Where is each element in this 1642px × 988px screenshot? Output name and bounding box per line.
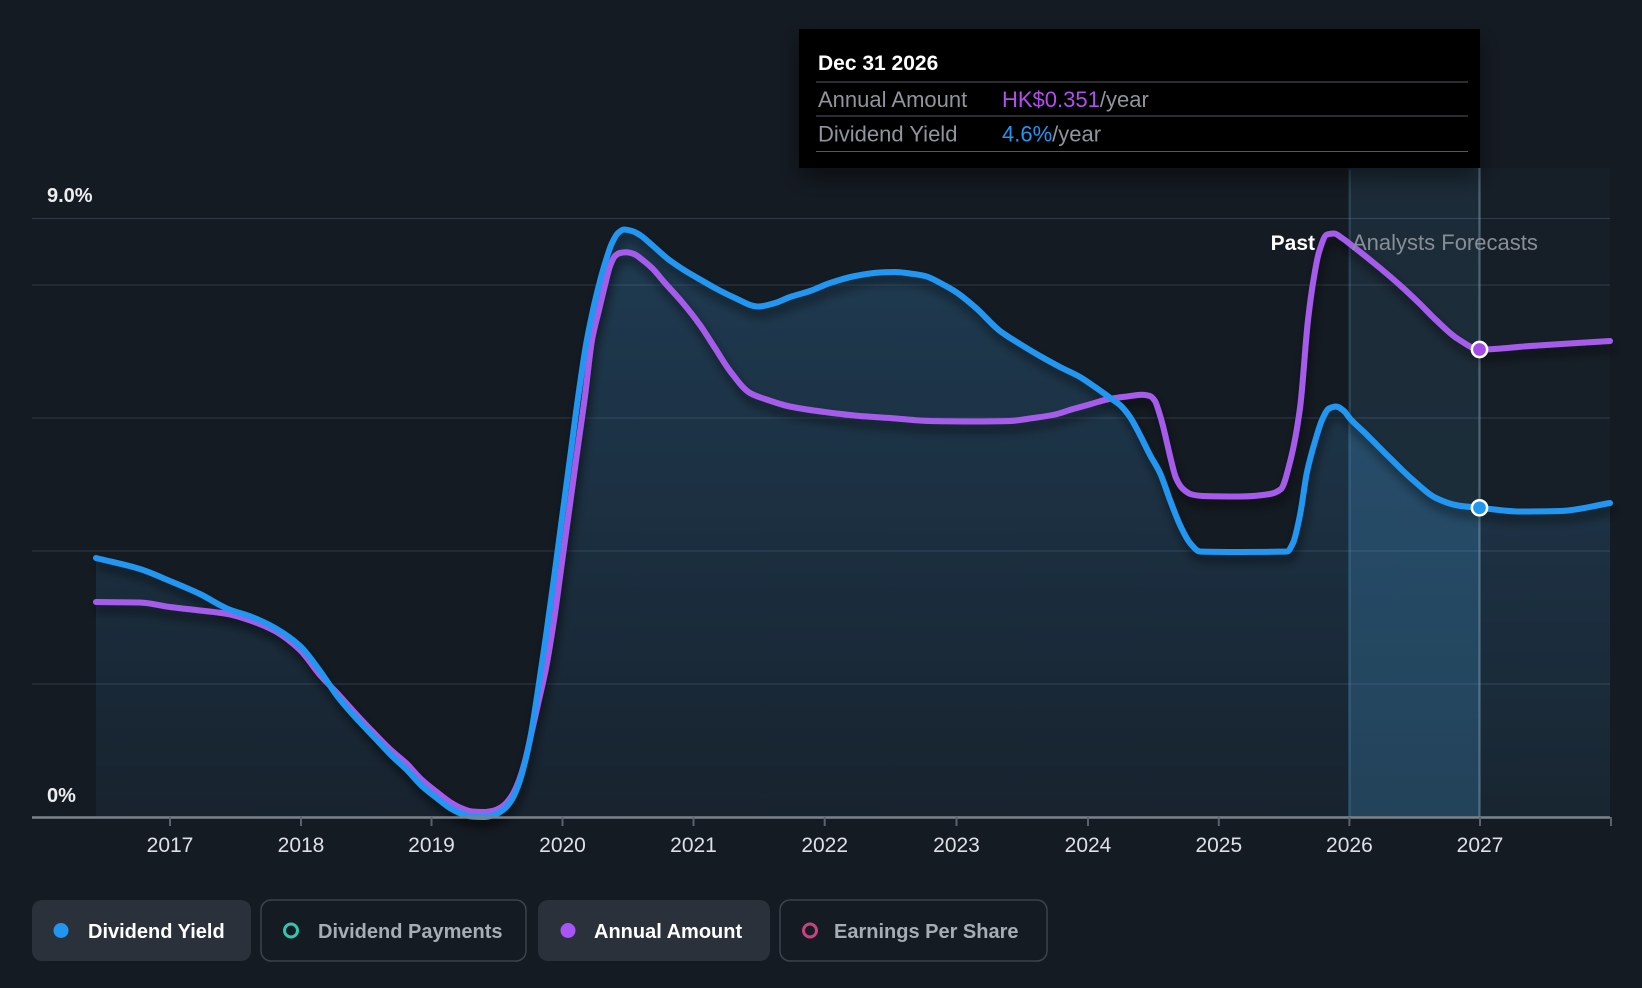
svg-text:Dividend Yield: Dividend Yield	[818, 122, 957, 147]
svg-text:2027: 2027	[1457, 834, 1504, 857]
svg-text:Annual Amount: Annual Amount	[594, 921, 742, 943]
svg-text:2026: 2026	[1326, 834, 1373, 857]
svg-text:Annual Amount: Annual Amount	[818, 87, 967, 112]
svg-text:Dividend Payments: Dividend Payments	[318, 921, 503, 943]
svg-text:9.0%: 9.0%	[47, 185, 93, 207]
svg-text:HK$0.351/year: HK$0.351/year	[1002, 87, 1149, 112]
svg-text:0%: 0%	[47, 785, 76, 807]
svg-text:2023: 2023	[933, 834, 980, 857]
svg-text:2020: 2020	[539, 834, 586, 857]
svg-text:4.6%/year: 4.6%/year	[1002, 122, 1101, 147]
svg-text:Earnings Per Share: Earnings Per Share	[834, 921, 1019, 943]
svg-text:2025: 2025	[1195, 834, 1242, 857]
svg-text:Dividend Yield: Dividend Yield	[88, 921, 225, 943]
svg-text:2022: 2022	[801, 834, 848, 857]
svg-text:Past: Past	[1271, 232, 1315, 255]
svg-text:2019: 2019	[408, 834, 455, 857]
svg-text:2017: 2017	[147, 834, 194, 857]
svg-text:2024: 2024	[1065, 834, 1112, 857]
svg-text:Analysts Forecasts: Analysts Forecasts	[1352, 230, 1538, 255]
svg-text:Dec 31 2026: Dec 31 2026	[818, 52, 938, 75]
svg-text:2018: 2018	[278, 834, 325, 857]
svg-text:2021: 2021	[670, 834, 717, 857]
